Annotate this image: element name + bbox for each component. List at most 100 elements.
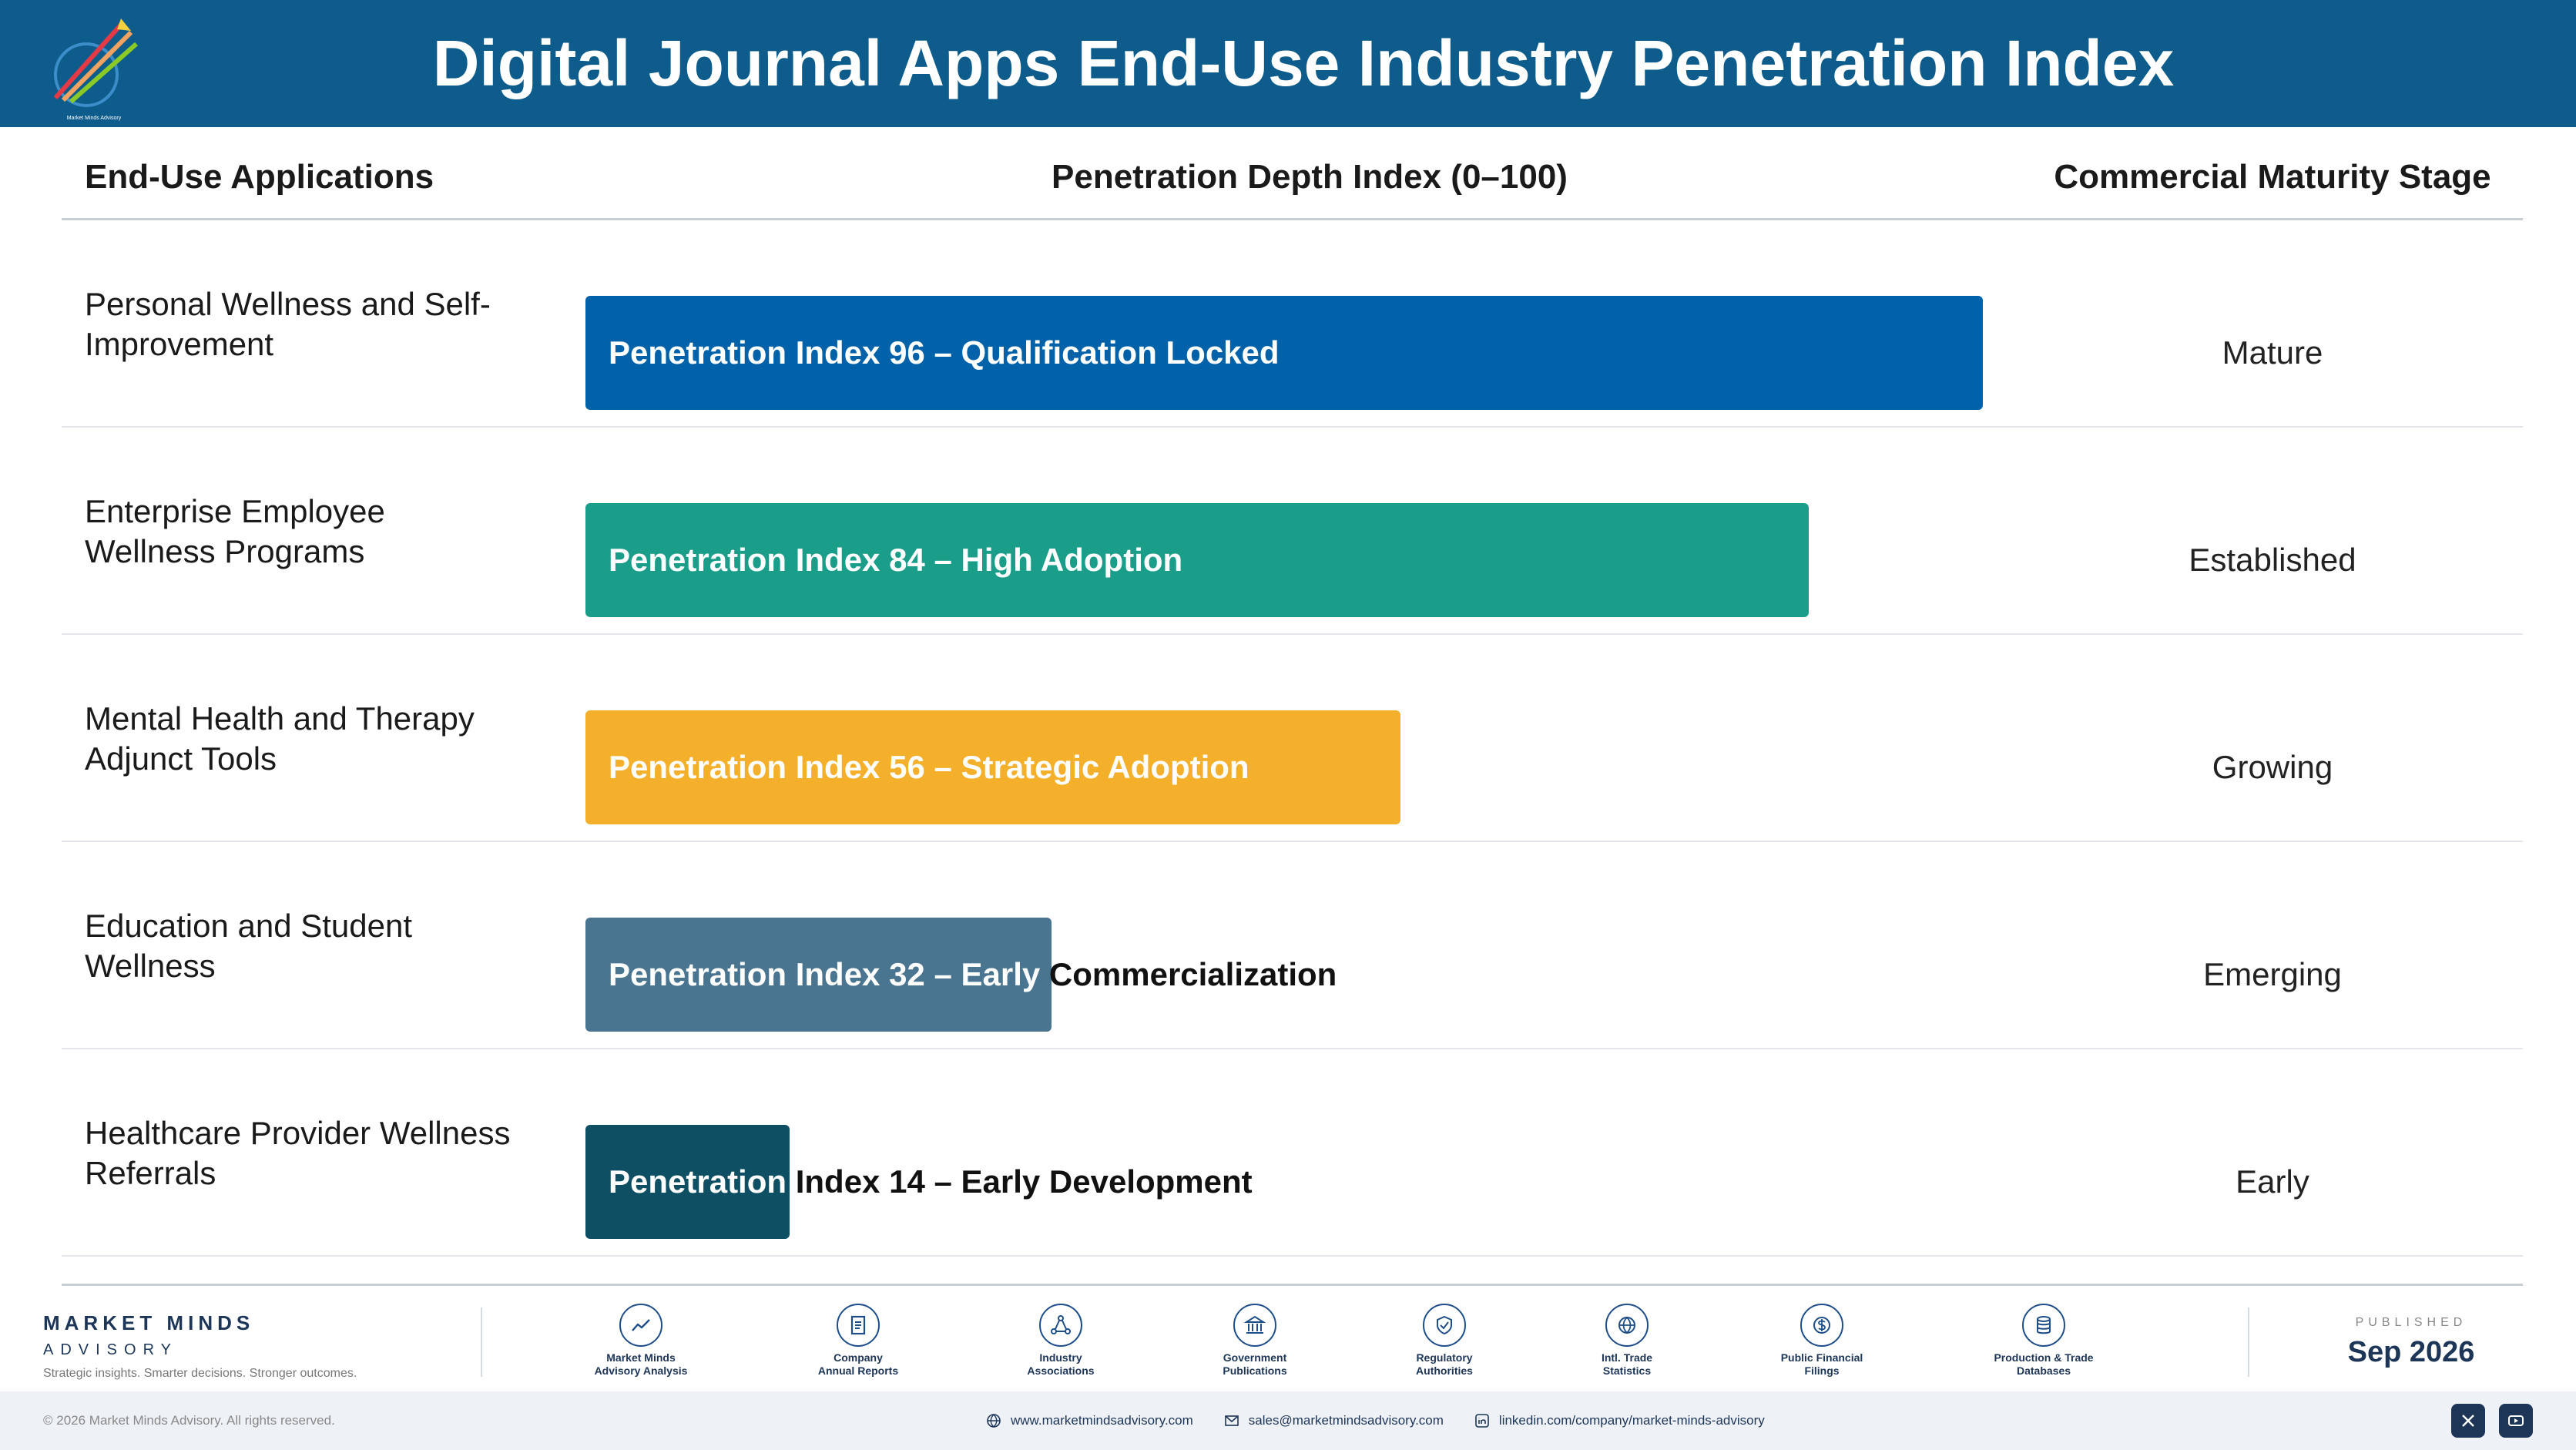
row-divider [62,1048,2523,1049]
page-title: Digital Journal Apps End-Use Industry Pe… [432,27,2175,99]
row-divider [62,1255,2523,1257]
chart-row: Mental Health and Therapy Adjunct Tools P… [0,635,2576,842]
social-buttons [2451,1404,2533,1438]
website-link[interactable]: www.marketmindsadvisory.com [986,1413,1193,1428]
logo-caption: Market Minds Advisory [66,116,122,121]
chart-row: Personal Wellness and Self-Improvement Pe… [0,220,2576,428]
maturity-stage: Established [2189,542,2356,578]
website-text: www.marketmindsadvisory.com [1011,1413,1193,1428]
brand-tagline: Strategic insights. Smarter decisions. S… [43,1367,357,1380]
published-date: Sep 2026 [2347,1336,2475,1368]
data-source-label-line: Market Minds [606,1351,676,1364]
bar-label-inside: Penetration Index 96 – Qualification Loc… [609,334,1280,371]
footer-divider [62,1284,2523,1286]
data-source-label: Company Annual Reports [781,1351,935,1378]
maturity-stage: Growing [2212,749,2333,785]
bar-value-label: Penetration Index 56 – Strategic Adoptio… [609,710,1249,824]
published-label: PUBLISHED [2355,1316,2467,1329]
column-header-applications: End-Use Applications [85,158,434,196]
data-source-label-line: Industry [1039,1351,1082,1364]
penetration-bar [585,710,1400,824]
footer-brand: MARKET MINDS ADVISORY Strategic insights… [43,1311,357,1381]
data-source-label-line: Government [1223,1351,1287,1364]
linkedin-link[interactable]: linkedin.com/company/market-minds-adviso… [1474,1413,1765,1428]
data-source-label-line: Databases [2016,1364,2071,1377]
application-label: Personal Wellness and Self-Improvement [85,285,491,362]
row-divider [62,841,2523,842]
email-link[interactable]: sales@marketmindsadvisory.com [1224,1413,1444,1428]
document-icon [837,1304,880,1347]
row-divider [62,633,2523,635]
column-header-stage: Commercial Maturity Stage [2054,158,2491,196]
footer-separator [481,1307,482,1377]
data-sources: Market Minds Advisory Analysis Company Annu… [585,1304,2165,1388]
penetration-bar [585,918,1052,1032]
maturity-stage: Early [2236,1163,2309,1200]
copyright: © 2026 Market Minds Advisory. All rights… [43,1413,335,1428]
application-label: Healthcare Provider Wellness Referrals [85,1114,511,1191]
x-icon [2462,1415,2474,1427]
row-divider [62,426,2523,428]
globe-icon [987,1414,1001,1428]
data-source-label-line: Intl. Trade [1601,1351,1653,1364]
email-text: sales@marketmindsadvisory.com [1248,1413,1444,1428]
data-source-label-line: Publications [1223,1364,1287,1377]
data-source-label-line: Company [834,1351,883,1364]
data-source-label: Regulatory Authorities [1367,1351,1521,1378]
footer-separator [2248,1307,2249,1377]
x-social-button[interactable] [2451,1404,2485,1438]
data-source-label-line: Production & Trade [1994,1351,2094,1364]
linkedin-icon [1475,1414,1489,1428]
chart-row: Healthcare Provider Wellness Referrals Pe… [0,1049,2576,1257]
bar-value-label: Penetration Index 96 – Qualification Loc… [609,296,1280,410]
data-source-label: Market Minds Advisory Analysis [564,1351,718,1378]
youtube-icon [2508,1415,2524,1426]
logo-arrows-icon [53,18,138,107]
data-source-item: Market Minds Advisory Analysis [564,1304,718,1378]
data-source-label: Production & Trade Databases [1967,1351,2121,1378]
bar-value-label: Penetration Index 14 – Early Development [609,1125,1253,1239]
data-source-item: Government Publications [1178,1304,1332,1378]
data-source-item: Regulatory Authorities [1367,1304,1521,1378]
data-source-label: Intl. Trade Statistics [1550,1351,1704,1378]
youtube-social-button[interactable] [2499,1404,2533,1438]
data-source-item: Intl. Trade Statistics [1550,1304,1704,1378]
maturity-stage: Mature [2222,334,2323,371]
mail-icon [1224,1415,1239,1426]
bar-label-inside: Penetration [609,1163,787,1200]
data-source-label-line: Regulatory [1416,1351,1473,1364]
bar-value-label: Penetration Index 84 – High Adoption [609,503,1182,617]
bar-label-outside: Index 14 – Early Development [787,1163,1253,1200]
data-source-label-line: Authorities [1416,1364,1473,1377]
brand-sub: ADVISORY [43,1341,178,1358]
data-source-item: Industry Associations [984,1304,1138,1378]
data-source-label: Industry Associations [984,1351,1138,1378]
data-source-label-line: Annual Reports [817,1364,899,1377]
data-source-label-line: Associations [1027,1364,1095,1377]
application-label: Enterprise Employee Wellness Programs [85,492,385,569]
bar-label-inside: Penetration Index 56 – Strategic Adoptio… [609,749,1249,785]
column-header-index: Penetration Depth Index (0–100) [1052,158,1568,196]
data-source-label-line: Advisory Analysis [594,1364,688,1377]
linkedin-text: linkedin.com/company/market-minds-adviso… [1498,1413,1765,1428]
network-icon [1039,1304,1082,1347]
bottom-bar: © 2026 Market Minds Advisory. All rights… [0,1391,2576,1450]
brand-name: MARKET MINDS [43,1311,255,1334]
data-source-label-line: Filings [1804,1364,1840,1377]
application-label: Mental Health and Therapy Adjunct Tools [85,700,475,777]
penetration-bar [585,503,1809,617]
published-block: PUBLISHED Sep 2026 [2296,1316,2527,1369]
penetration-bar [585,1125,790,1239]
chart-line-icon [619,1304,662,1347]
data-source-item: Company Annual Reports [781,1304,935,1378]
data-source-label-line: Statistics [1602,1364,1652,1377]
bar-label-inside: Penetration Index 32 – Early [609,956,1041,992]
header-divider [62,218,2523,220]
dollar-coin-icon [1800,1304,1843,1347]
bar-label-outside: Commercialization [1040,956,1337,992]
globe-icon [1605,1304,1649,1347]
data-source-label: Public Financial Filings [1745,1351,1899,1378]
company-logo: Market Minds Advisory [40,9,148,121]
penetration-bar [585,296,1983,410]
data-source-item: Production & Trade Databases [1967,1304,2121,1378]
